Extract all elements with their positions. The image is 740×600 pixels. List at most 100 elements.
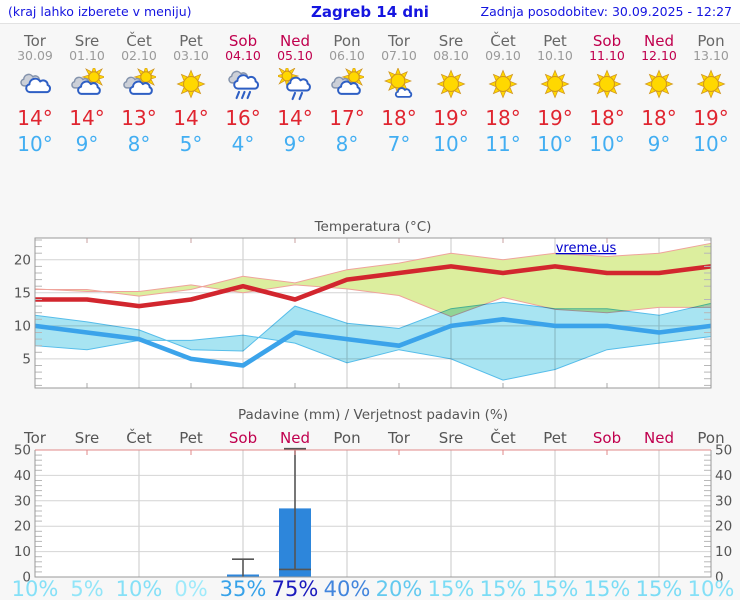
high-temp: 19° [693,106,729,130]
temp-chart-title: Temperatura (°C) [314,219,432,235]
day-column: Tor 30.09 14° 10° [9,24,61,174]
high-temp: 18° [589,106,625,130]
precip-day-label: Tor [23,429,47,447]
location-hint: (kraj lahko izberete v meniju) [8,4,192,19]
precip-day-label: Pet [179,429,203,447]
precip-probability: 10% [688,577,735,600]
precip-day-label: Sre [439,429,464,447]
day-name: Čet [126,32,152,50]
svg-text:0: 0 [22,570,31,586]
day-date: 07.10 [381,48,417,63]
low-temp: 8° [127,132,151,156]
precip-probability: 10% [116,577,163,600]
low-temp: 5° [179,132,203,156]
precip-day-label: Pon [697,429,724,447]
high-temp: 14° [69,106,105,130]
precip-day-label: Pon [333,429,360,447]
precip-probability: 15% [584,577,631,600]
day-name: Čet [490,32,516,50]
day-column: Pet 03.10 14° 5° [165,24,217,174]
precip-probability: 35% [220,577,267,600]
precip-probability: 15% [532,577,579,600]
day-date: 10.10 [537,48,573,63]
sunny-icon [581,68,633,102]
precip-chart-title: Padavine (mm) / Verjetnost padavin (%) [238,407,508,423]
low-temp: 10° [693,132,729,156]
day-date: 08.10 [433,48,469,63]
svg-text:20: 20 [715,519,732,535]
svg-text:40: 40 [14,468,31,484]
day-date: 13.10 [693,48,729,63]
low-temp: 10° [537,132,573,156]
svg-text:30: 30 [715,493,732,509]
partly-cloudy-icon [61,68,113,102]
high-temp: 13° [121,106,157,130]
day-date: 03.10 [173,48,209,63]
precip-day-label: Čet [490,428,516,447]
precip-probability: 15% [636,577,683,600]
sun-rain-icon [269,68,321,102]
cloudy-icon [9,68,61,102]
sunny-icon [685,68,737,102]
svg-text:15: 15 [14,285,31,301]
temperature-chart: 5 10 15 20 Temperatura (°C) vreme.us [14,219,712,389]
low-temp: 9° [647,132,671,156]
day-name: Pon [333,32,361,50]
svg-text:10: 10 [715,544,732,560]
low-temp: 4° [231,132,255,156]
day-name: Pet [543,32,567,50]
day-column: Pet 10.10 19° 10° [529,24,581,174]
day-column: Ned 12.10 18° 9° [633,24,685,174]
high-temp: 14° [17,106,53,130]
day-column: Sob 04.10 16° 4° [217,24,269,174]
svg-text:0: 0 [715,570,724,586]
precip-probability: 75% [272,577,319,600]
precip-day-label: Ned [644,429,674,447]
partly-cloudy-icon [321,68,373,102]
forecast-strip: Tor 30.09 14° 10° Sre 01.10 14° 9° Čet 02.10 13° 8°… [0,24,740,174]
sunny-icon [477,68,529,102]
day-date: 04.10 [225,48,261,63]
day-column: Tor 07.10 18° 7° [373,24,425,174]
page-header: (kraj lahko izberete v meniju) Zagreb 14… [0,0,740,24]
day-name: Pon [697,32,725,50]
precip-probability: 40% [324,577,371,600]
svg-text:5: 5 [22,351,31,367]
precip-day-label: Pet [543,429,567,447]
day-date: 01.10 [69,48,105,63]
day-column: Sre 08.10 19° 10° [425,24,477,174]
day-column: Čet 09.10 18° 11° [477,24,529,174]
low-temp: 10° [589,132,625,156]
precip-day-label: Sob [593,429,621,447]
day-date: 11.10 [589,48,625,63]
day-column: Čet 02.10 13° 8° [113,24,165,174]
high-temp: 18° [485,106,521,130]
day-name: Tor [24,32,46,50]
sunny-icon [529,68,581,102]
watermark-link[interactable]: vreme.us [556,241,617,256]
day-name: Ned [644,32,674,50]
day-date: 12.10 [641,48,677,63]
low-temp: 10° [433,132,469,156]
precip-probability: 20% [376,577,423,600]
last-updated: Zadnja posodobitev: 30.09.2025 - 12:27 [480,4,732,19]
precip-day-label: Sob [229,429,257,447]
precip-probability: 5% [70,577,103,600]
day-date: 06.10 [329,48,365,63]
precip-probability: 0% [174,577,207,600]
sunny-icon [425,68,477,102]
high-temp: 17° [329,106,365,130]
day-name: Pet [179,32,203,50]
high-temp: 14° [173,106,209,130]
high-temp: 14° [277,106,313,130]
rain-icon [217,68,269,102]
day-name: Tor [388,32,410,50]
low-temp: 7° [387,132,411,156]
page-title: Zagreb 14 dni [311,3,429,21]
high-temp: 18° [641,106,677,130]
day-column: Sob 11.10 18° 10° [581,24,633,174]
day-column: Sre 01.10 14° 9° [61,24,113,174]
sunny-icon [633,68,685,102]
